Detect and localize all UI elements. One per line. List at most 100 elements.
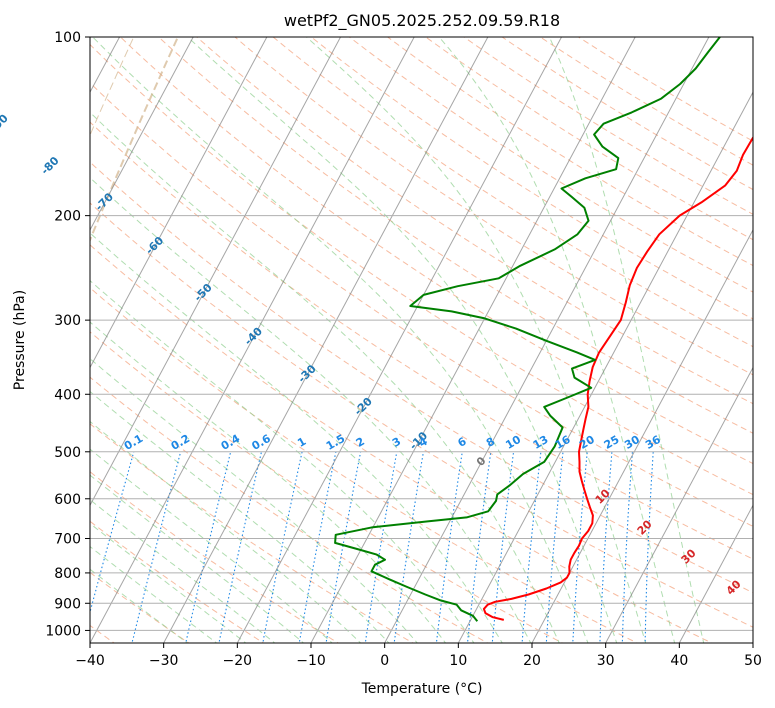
tan-reference-line xyxy=(90,37,180,243)
x-tick-label: 20 xyxy=(523,653,541,669)
dry-adiabat-label: 40 xyxy=(724,577,744,597)
dry-adiabat-line xyxy=(234,37,753,376)
moist-adiabat-line xyxy=(90,420,362,643)
isotherm-label: -60 xyxy=(143,234,166,257)
x-tick-label: 30 xyxy=(597,653,615,669)
plot-frame xyxy=(89,36,754,644)
mixing-ratio-line xyxy=(491,451,515,643)
y-tick-label: 400 xyxy=(54,387,81,403)
mixing-ratio-line xyxy=(185,451,232,643)
isotherm-label: -40 xyxy=(242,325,265,348)
mixing-ratio-label: 0.2 xyxy=(169,432,192,453)
dry-adiabat-line xyxy=(90,82,753,527)
dry-adiabat-label: 10 xyxy=(593,486,613,506)
y-tick-label: 300 xyxy=(54,313,81,329)
y-tick-label: 100 xyxy=(54,30,81,46)
isotherm-label: 0 xyxy=(474,454,489,469)
mixing-ratio-line xyxy=(325,451,362,643)
isotherm-line xyxy=(752,641,753,643)
mixing-ratio-line xyxy=(435,451,463,643)
dry-adiabat-line xyxy=(90,43,753,496)
moist-adiabat-line xyxy=(90,545,218,643)
x-tick-label: −10 xyxy=(296,653,326,669)
moist-adiabat-line xyxy=(90,177,532,643)
x-tick-label: −20 xyxy=(223,653,253,669)
dry-adiabat-line xyxy=(119,37,753,465)
moist-adiabat-line xyxy=(90,111,560,643)
chart-title: wetPf2_GN05.2025.252.09.59.R18 xyxy=(284,11,560,31)
isotherm-line xyxy=(605,366,753,643)
dry-adiabat-line xyxy=(90,331,564,643)
x-axis: −40 −30 −20 −10 0 10 20 30 40 50 xyxy=(75,643,762,669)
dewpoint-line xyxy=(334,37,721,622)
x-tick-label: 50 xyxy=(744,653,762,669)
mixing-ratio-label: 13 xyxy=(531,433,551,452)
isotherm-label: -70 xyxy=(93,190,116,213)
moist-adiabat-line xyxy=(90,522,247,643)
dry-adiabat-line xyxy=(90,161,753,594)
dry-adiabat-line xyxy=(90,520,265,643)
isotherm-line xyxy=(90,37,268,369)
line-labels: -100-90-80-70-60-50-40-30-20-10010203040… xyxy=(0,112,744,598)
isotherm-line xyxy=(310,37,636,643)
isotherm-line xyxy=(678,504,753,643)
dry-adiabat-line xyxy=(90,471,340,643)
isotherm-label: -30 xyxy=(296,362,319,385)
dry-adiabat-label: 30 xyxy=(679,546,699,566)
x-tick-label: 10 xyxy=(449,653,467,669)
mixing-ratio-line xyxy=(644,451,654,643)
mixing-ratio-label: 16 xyxy=(553,433,573,452)
x-axis-title: Temperature (°C) xyxy=(361,681,483,697)
y-tick-label: 200 xyxy=(54,209,81,225)
mixing-ratio-label: 1 xyxy=(295,435,308,450)
mixing-ratio-label: 1.5 xyxy=(324,432,347,453)
mixing-ratio-label: 0.6 xyxy=(250,432,274,453)
y-tick-label: 1000 xyxy=(45,623,81,639)
moist-adiabat-line xyxy=(90,474,305,643)
isotherm-line xyxy=(531,228,753,643)
dry-adiabat-line xyxy=(272,37,753,348)
isotherm-line xyxy=(90,37,194,231)
isotherm-label: -50 xyxy=(192,281,215,304)
background-lines xyxy=(90,37,753,643)
mixing-ratio-line xyxy=(131,451,182,643)
mixing-ratio-line xyxy=(466,451,492,643)
pressure-gridlines xyxy=(90,37,753,631)
y-axis: 100 200 300 400 500 600 700 800 900 1000 xyxy=(45,30,90,639)
mixing-ratio-label: 3 xyxy=(390,435,403,450)
moist-adiabat-line xyxy=(90,499,276,643)
x-tick-label: 0 xyxy=(380,653,389,669)
isotherm-line xyxy=(90,37,415,643)
mixing-ratio-line xyxy=(599,451,613,643)
dry-adiabat-line xyxy=(539,37,753,166)
mixing-ratio-line xyxy=(298,451,337,643)
moist-adiabat-line xyxy=(90,279,475,643)
isotherm-label: -80 xyxy=(38,154,61,177)
dry-adiabat-line xyxy=(348,37,753,293)
moist-adiabat-line xyxy=(305,37,647,643)
mixing-ratio-label: 6 xyxy=(455,435,468,450)
isotherm-line xyxy=(236,37,562,643)
isotherm-line xyxy=(90,37,341,507)
moist-adiabat-line xyxy=(90,390,390,643)
temperature-line xyxy=(482,136,753,621)
x-tick-label: 40 xyxy=(670,653,688,669)
dry-adiabat-line xyxy=(157,37,753,434)
y-tick-label: 500 xyxy=(54,445,81,461)
mixing-ratio-line xyxy=(521,451,542,643)
x-tick-label: −40 xyxy=(75,653,105,669)
moist-adiabat-line xyxy=(186,37,618,643)
mixing-ratio-label: 2 xyxy=(354,435,367,450)
mixing-ratio-line xyxy=(621,451,633,643)
moist-adiabat-line xyxy=(90,448,333,643)
mixing-ratio-line xyxy=(218,451,263,643)
isotherm-label: -20 xyxy=(352,395,375,418)
dry-adiabat-line xyxy=(90,202,753,628)
profile-lines xyxy=(334,37,753,622)
dry-adiabat-line xyxy=(386,37,753,267)
mixing-ratio-label: 0.1 xyxy=(122,432,145,453)
isotherm-label: -90 xyxy=(0,112,11,135)
mixing-ratio-label: 36 xyxy=(643,433,663,452)
x-tick-label: −30 xyxy=(149,653,179,669)
